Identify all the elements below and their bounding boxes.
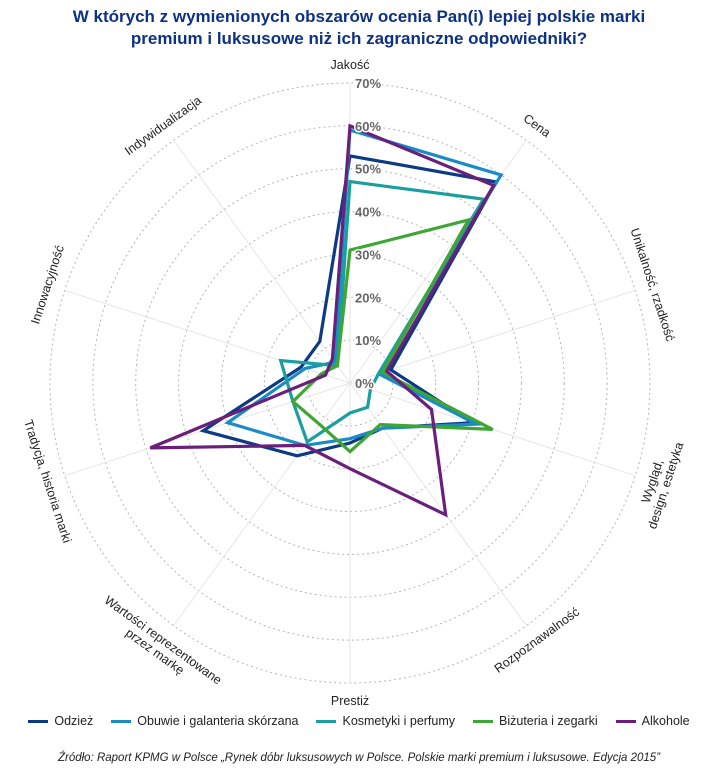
- axis-spoke: [173, 140, 351, 384]
- tick-label: 70%: [355, 76, 381, 91]
- legend-swatch: [28, 719, 49, 723]
- axis-spoke: [349, 289, 636, 384]
- grid-circle: [178, 211, 522, 555]
- series-line-2: [278, 179, 487, 445]
- tick-label: 30%: [355, 247, 381, 262]
- legend-swatch: [111, 719, 132, 723]
- chart-title-line-2: premium i luksusowe niż ich zagraniczne …: [130, 29, 588, 48]
- tick-label: 60%: [355, 119, 381, 134]
- axis-label-text: Jakość: [331, 58, 370, 72]
- legend-item: Obuwie i galanteria skórzana: [111, 714, 298, 728]
- source-note: Źródło: Raport KPMG w Polsce „Rynek dóbr…: [57, 752, 661, 764]
- axis-label: Prestiż: [331, 694, 369, 708]
- legend-swatch: [473, 719, 494, 723]
- tick-label: 10%: [355, 333, 381, 348]
- axis-label: Innowacyjność: [28, 244, 67, 326]
- tick-label: 40%: [355, 205, 381, 220]
- axis-label: Wygląd,design, estetyka: [639, 440, 687, 530]
- chart-legend: Odzież Obuwie i galanteria skórzana Kosmet…: [0, 714, 718, 728]
- legend-swatch: [615, 719, 636, 723]
- axis-label: Cena: [521, 111, 553, 140]
- legend-label: Kosmetyki i perfumy: [342, 714, 456, 728]
- axis-label-text: Cena: [521, 111, 553, 140]
- axis-label-text: Prestiż: [331, 694, 369, 708]
- axis-label-text: Wartości reprezentowane: [102, 593, 225, 687]
- legend-label: Odzież: [54, 714, 94, 728]
- radar-chart: 0% 10% 20% 30% 40% 50% 60% 70% Jakość Cena Unikaln…: [21, 58, 687, 708]
- legend-item: Kosmetyki i perfumy: [316, 714, 455, 728]
- legend-label: Obuwie i galanteria skórzana: [137, 714, 299, 728]
- legend-item: Alkohole: [615, 714, 690, 728]
- tick-label: 50%: [355, 162, 381, 177]
- legend-label: Biżuteria i zegarki: [499, 714, 598, 728]
- tick-label: 20%: [355, 290, 381, 305]
- axis-label-text: Innowacyjność: [28, 244, 67, 326]
- axis-label-text: Rozpoznawalność: [492, 605, 582, 676]
- chart-title-line-1: W których z wymienionych obszarów ocenia…: [72, 7, 646, 26]
- legend-item: Odzież: [28, 714, 93, 728]
- axis-label-text: Unikalność, rzadkość: [628, 226, 678, 343]
- axis-label: Jakość: [331, 58, 370, 72]
- axis-spoke: [349, 382, 527, 626]
- grid-circle: [263, 296, 437, 470]
- axis-label: Rozpoznawalność: [492, 605, 582, 676]
- series-line-4: [149, 123, 496, 518]
- axis-label: Unikalność, rzadkość: [628, 226, 678, 343]
- legend-label: Alkohole: [641, 714, 690, 728]
- legend-item: Biżuteria i zegarki: [473, 714, 598, 728]
- tick-label: 0%: [355, 376, 374, 391]
- legend-swatch: [316, 719, 337, 723]
- axis-label: Tradycja, historia marki: [21, 418, 74, 545]
- axis-label-text: Tradycja, historia marki: [21, 418, 74, 545]
- chart-title: W których z wymienionych obszarów ocenia…: [0, 6, 718, 50]
- series-line-0: [199, 154, 499, 458]
- axis-spoke: [173, 382, 351, 626]
